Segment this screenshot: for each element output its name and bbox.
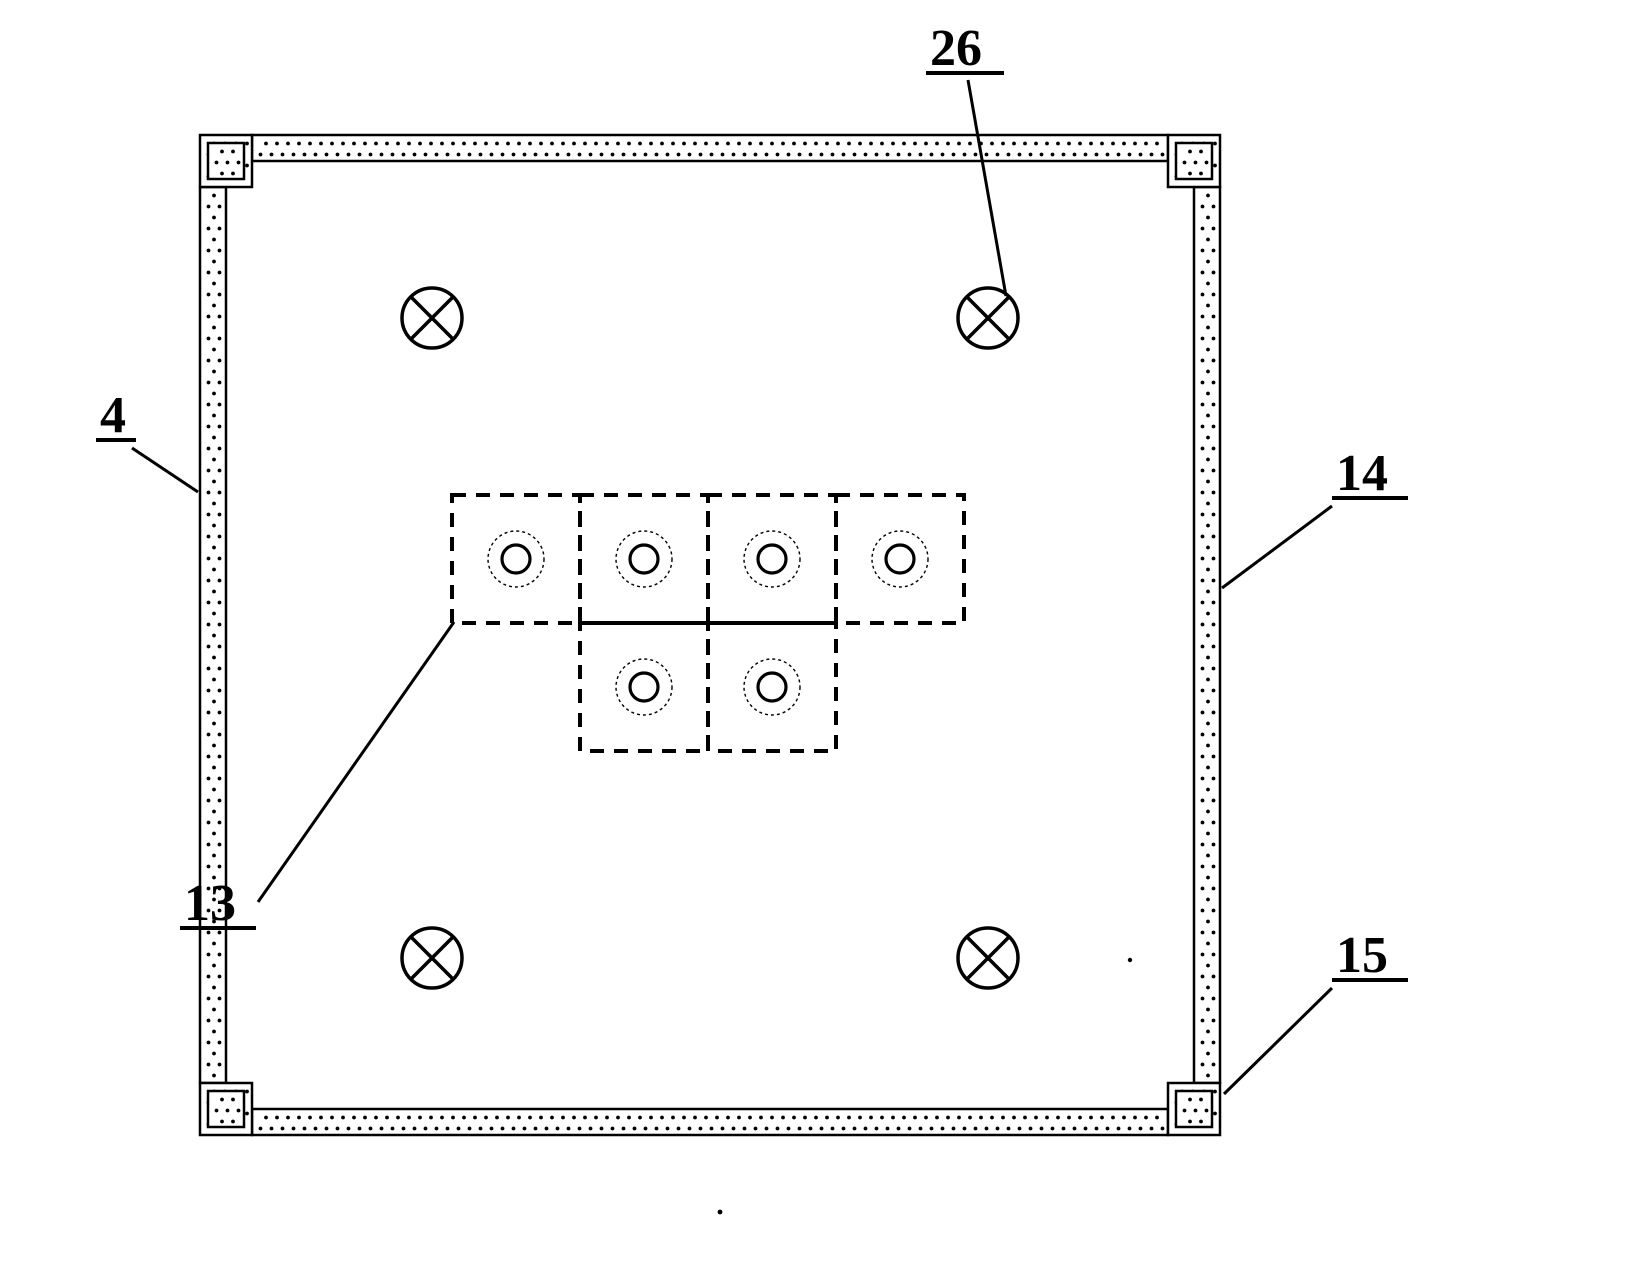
cell-target-inner-icon	[630, 545, 658, 573]
cross-bolt-icon	[402, 288, 462, 348]
cell-target-outer-icon	[872, 531, 928, 587]
dashed-cell	[452, 495, 580, 623]
cross-bolt-icon	[958, 288, 1018, 348]
callout-label-14: 14	[1336, 445, 1388, 502]
dashed-cell	[580, 495, 708, 623]
leader-line	[258, 622, 454, 902]
stray-dot	[718, 1210, 723, 1215]
cell-target-outer-icon	[616, 531, 672, 587]
stray-dot	[1128, 958, 1132, 962]
cell-target-outer-icon	[616, 659, 672, 715]
leader-line	[968, 80, 1006, 296]
cell-target-inner-icon	[758, 545, 786, 573]
callout-label-13: 13	[184, 875, 236, 932]
cell-target-inner-icon	[758, 673, 786, 701]
cross-bolt-group	[402, 288, 1018, 988]
dashed-cell-grid	[452, 495, 964, 751]
cell-target-outer-icon	[744, 531, 800, 587]
cell-target-inner-icon	[886, 545, 914, 573]
leader-line	[1222, 506, 1332, 588]
leader-line	[1224, 988, 1332, 1094]
leader-line	[132, 448, 198, 492]
cross-bolt-icon	[402, 928, 462, 988]
dashed-cell	[708, 495, 836, 623]
cell-target-inner-icon	[502, 545, 530, 573]
cell-target-outer-icon	[488, 531, 544, 587]
frame-bar	[252, 1109, 1168, 1135]
cross-bolt-icon	[958, 928, 1018, 988]
dashed-cell	[836, 495, 964, 623]
cell-target-outer-icon	[744, 659, 800, 715]
callout-label-4: 4	[100, 387, 126, 444]
cell-target-inner-icon	[630, 673, 658, 701]
callout-label-15: 15	[1336, 927, 1388, 984]
callout-label-26: 26	[930, 20, 982, 77]
dashed-cell	[580, 623, 708, 751]
frame	[200, 135, 1220, 1135]
dashed-cell	[708, 623, 836, 751]
frame-bar	[252, 135, 1168, 161]
